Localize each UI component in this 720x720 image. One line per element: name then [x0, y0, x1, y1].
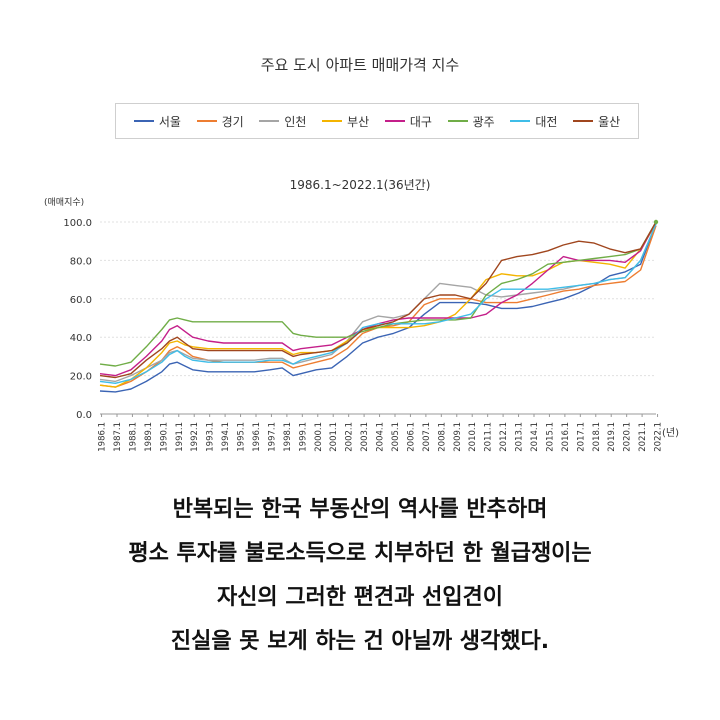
x-tick-label: 1998.1	[283, 422, 293, 452]
x-tick-label: 2020.1	[623, 422, 633, 452]
y-tick-label: 80.0	[70, 256, 92, 267]
line-chart: 0.0 20.0 40.0 60.0 80.0 100.0 (매매지수) 1986.1 1987…	[44, 197, 679, 452]
legend-item: 울산	[573, 113, 620, 130]
x-tick-label: 1989.1	[144, 422, 154, 452]
x-tick-label: 1987.1	[113, 422, 123, 452]
x-tick-label: 2002.1	[345, 422, 355, 452]
x-tick-label: 2005.1	[391, 422, 401, 452]
legend-item: 광주	[447, 113, 495, 130]
x-tick-label: 1991.1	[175, 422, 185, 452]
y-tick-label: 100.0	[63, 218, 92, 229]
series-line	[99, 223, 657, 388]
x-tick-label: 2014.1	[530, 422, 540, 452]
x-tick-label: 2012.1	[499, 422, 509, 452]
x-tick-label: 2015.1	[545, 422, 555, 452]
caption-line-2: 평소 투자를 불로소득으로 치부하던 한 월급쟁이는	[128, 541, 592, 566]
legend-item: 서울	[133, 113, 181, 130]
series-line	[99, 223, 657, 384]
y-tick-label: 20.0	[70, 372, 92, 383]
legend-swatch	[259, 120, 280, 122]
legend-item: 인천	[259, 113, 306, 130]
x-tick-label: 2001.1	[329, 422, 339, 452]
legend-swatch	[573, 120, 594, 122]
x-tick-label: 2021.1	[638, 422, 648, 452]
x-tick-label: 2018.1	[592, 422, 602, 452]
y-tick-label: 60.0	[70, 295, 92, 306]
x-tick-label: 1994.1	[221, 422, 231, 452]
x-tick-label: 2006.1	[406, 422, 416, 452]
x-tick-label: 1999.1	[298, 422, 308, 452]
x-tick-label: 2017.1	[576, 422, 586, 452]
x-tick-label: 2019.1	[607, 422, 617, 452]
x-tick-label: 2011.1	[484, 422, 494, 452]
series-line	[99, 223, 657, 393]
caption-line-3: 자신의 그러한 편견과 선입견이	[216, 585, 504, 610]
series-line	[99, 221, 657, 367]
series-line	[99, 221, 657, 379]
x-tick-label: 1995.1	[237, 422, 247, 452]
legend-label: 광주	[472, 114, 495, 129]
legend-item: 대전	[510, 113, 557, 130]
series-line	[99, 223, 657, 383]
x-tick-label: 2022.1	[654, 422, 664, 452]
x-tick-label: 2009.1	[453, 422, 463, 452]
x-tick-label: 2010.1	[468, 422, 478, 452]
chart-subtitle: 1986.1~2022.1(36년간)	[289, 178, 431, 192]
legend-swatch	[510, 120, 531, 122]
x-tick-label: 1996.1	[252, 422, 262, 452]
x-tick-label: 1993.1	[206, 422, 216, 452]
legend-item: 경기	[196, 113, 244, 130]
chart-title: 주요 도시 아파트 매매가격 지수	[260, 56, 460, 74]
x-tick-label: 2016.1	[561, 422, 571, 452]
caption-line-1: 반복되는 한국 부동산의 역사를 반추하며	[172, 497, 548, 522]
legend-swatch	[196, 120, 217, 122]
y-axis-label: (매매지수)	[44, 197, 84, 208]
x-axis-label: (년)	[662, 427, 679, 439]
legend-label: 대전	[535, 114, 558, 129]
x-tick-label: 2007.1	[422, 422, 432, 452]
legend-label: 경기	[221, 114, 244, 129]
x-tick-label: 2003.1	[360, 422, 370, 452]
legend-label: 서울	[158, 114, 181, 129]
x-tick-label: 2013.1	[515, 422, 525, 452]
x-tick-label: 1988.1	[128, 422, 138, 452]
y-tick-label: 0.0	[76, 410, 92, 421]
x-tick-label: 2008.1	[437, 422, 447, 452]
legend: 서울 경기 인천 부산 대구 광주 대전 울산	[115, 103, 639, 139]
legend-swatch	[447, 120, 468, 122]
legend-item: 부산	[322, 113, 369, 130]
end-point-marker	[653, 219, 659, 225]
x-tick-label: 1990.1	[159, 422, 169, 452]
legend-label: 부산	[347, 114, 370, 129]
x-tick-label: 1986.1	[98, 422, 108, 452]
caption-text: 반복되는 한국 부동산의 역사를 반추하며 평소 투자를 불로소득으로 치부하던…	[0, 488, 720, 664]
legend-label: 울산	[598, 114, 621, 129]
caption-line-4: 진실을 못 보게 하는 건 아닐까 생각했다.	[170, 629, 550, 654]
legend-swatch	[322, 120, 343, 122]
series-line	[99, 225, 657, 388]
x-tick-label: 2004.1	[376, 422, 386, 452]
y-tick-label: 40.0	[70, 333, 92, 344]
legend-swatch	[133, 120, 154, 122]
legend-label: 대구	[409, 114, 432, 129]
legend-item: 대구	[384, 113, 432, 130]
x-tick-label: 1992.1	[190, 422, 200, 452]
legend-label: 인천	[284, 114, 307, 129]
x-tick-label: 2000.1	[314, 422, 324, 452]
legend-swatch	[384, 120, 405, 122]
x-tick-label: 1997.1	[267, 422, 277, 452]
